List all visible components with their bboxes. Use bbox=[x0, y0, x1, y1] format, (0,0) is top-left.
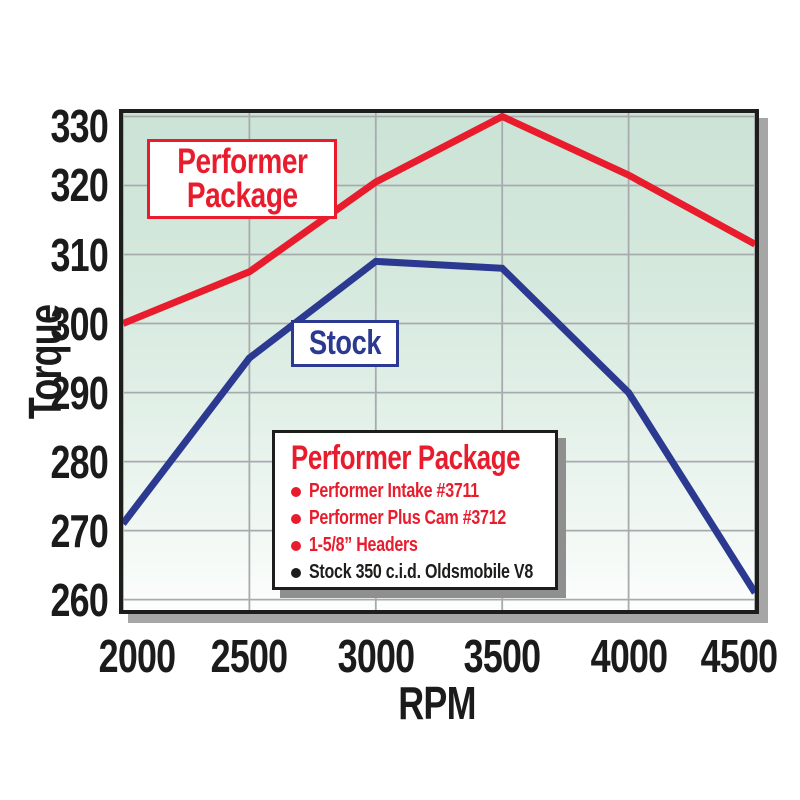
legend-item-text: 1-5/8” Headers bbox=[309, 534, 418, 556]
legend-item-list: Performer Intake #3711 Performer Plus Cam… bbox=[291, 478, 547, 586]
y-tick-label: 280 bbox=[50, 435, 108, 488]
legend-item: 1-5/8” Headers bbox=[291, 532, 547, 559]
x-tick-label: 4000 bbox=[590, 630, 667, 682]
legend-box: Performer Package Performer Intake #3711… bbox=[272, 430, 558, 590]
performer-package-callout: Performer Package bbox=[147, 139, 337, 219]
x-axis-title: RPM bbox=[398, 677, 476, 729]
legend-item: Performer Plus Cam #3712 bbox=[291, 505, 547, 532]
bullet-icon bbox=[291, 513, 301, 524]
y-tick-label: 310 bbox=[50, 228, 108, 281]
bullet-icon bbox=[291, 486, 301, 497]
performer-package-line bbox=[123, 113, 755, 327]
bullet-icon bbox=[291, 540, 301, 551]
legend-title: Performer Package bbox=[291, 439, 521, 477]
y-tick-label: 300 bbox=[50, 297, 108, 350]
performer-callout-line1: Performer bbox=[176, 142, 308, 181]
legend-item-text: Performer Intake #3711 bbox=[309, 480, 479, 502]
bullet-icon bbox=[291, 567, 301, 578]
legend-item: Stock 350 c.i.d. Oldsmobile V8 bbox=[291, 559, 547, 586]
y-tick-label: 260 bbox=[50, 573, 108, 626]
performer-callout-line2: Package bbox=[186, 176, 298, 215]
y-tick-label: 330 bbox=[50, 100, 108, 152]
x-tick-label: 2000 bbox=[98, 630, 176, 682]
x-tick-label: 4500 bbox=[700, 630, 778, 682]
y-tick-label: 270 bbox=[50, 504, 108, 557]
stock-callout-text: Stock bbox=[308, 324, 382, 362]
y-tick-label: 290 bbox=[50, 366, 108, 419]
x-tick-label: 2500 bbox=[211, 630, 288, 682]
stock-callout: Stock bbox=[291, 320, 399, 367]
legend-item-text: Stock 350 c.i.d. Oldsmobile V8 bbox=[309, 561, 533, 583]
legend-item: Performer Intake #3711 bbox=[291, 478, 547, 505]
legend-item-text: Performer Plus Cam #3712 bbox=[309, 507, 507, 529]
x-tick-label: 3500 bbox=[463, 630, 541, 682]
x-tick-label: 3000 bbox=[337, 630, 415, 682]
stock-line bbox=[123, 257, 755, 595]
y-tick-label: 320 bbox=[50, 159, 108, 212]
